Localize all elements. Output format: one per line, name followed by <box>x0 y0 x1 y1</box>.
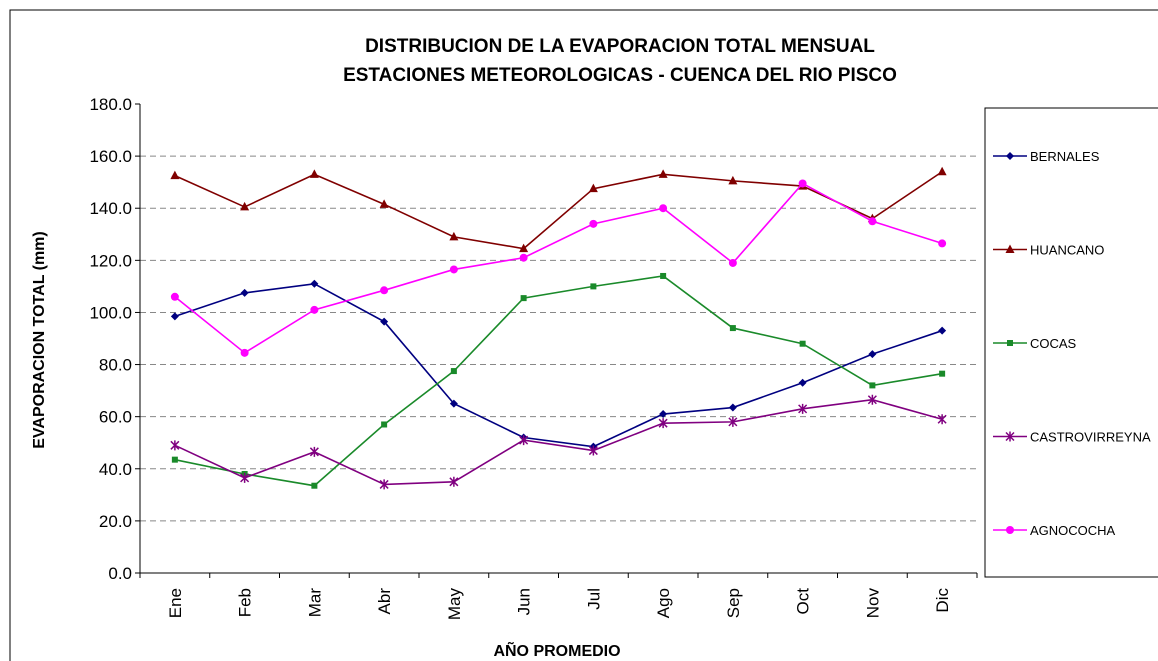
marker <box>868 217 877 226</box>
marker <box>519 435 529 446</box>
y-tick-label: 120.0 <box>89 251 132 270</box>
marker <box>867 394 877 405</box>
marker <box>659 204 668 213</box>
x-tick-label: Ene <box>166 588 185 618</box>
marker <box>937 166 947 176</box>
y-tick-label: 180.0 <box>89 95 132 114</box>
y-tick-label: 40.0 <box>99 460 132 479</box>
marker <box>381 421 388 428</box>
marker <box>449 399 458 408</box>
x-tick-label: Dic <box>933 588 952 613</box>
marker <box>590 283 597 290</box>
x-tick-label: Sep <box>724 588 743 618</box>
marker <box>450 368 457 375</box>
legend-label: HUANCANO <box>1030 243 1104 258</box>
x-tick-label: Jul <box>584 588 603 610</box>
x-tick-label: Abr <box>375 588 394 615</box>
legend-label: COCAS <box>1030 336 1077 351</box>
marker <box>449 231 459 241</box>
y-tick-label: 140.0 <box>89 199 132 218</box>
marker <box>938 239 947 248</box>
marker <box>660 272 667 279</box>
marker <box>938 326 947 335</box>
marker <box>310 279 319 288</box>
chart-title: ESTACIONES METEOROLOGICAS - CUENCA DEL R… <box>343 65 897 86</box>
marker <box>589 219 598 228</box>
marker <box>519 253 528 262</box>
marker <box>728 175 738 185</box>
marker <box>659 410 668 419</box>
marker <box>798 378 807 387</box>
chart-title: DISTRIBUCION DE LA EVAPORACION TOTAL MEN… <box>365 36 875 57</box>
marker <box>310 305 319 314</box>
chart-frame <box>9 9 1158 661</box>
marker <box>728 416 738 427</box>
marker <box>798 179 807 188</box>
y-tick-label: 60.0 <box>99 408 132 427</box>
marker <box>729 325 736 332</box>
x-tick-label: Ago <box>654 588 673 618</box>
series-line <box>174 275 943 487</box>
marker <box>240 288 249 297</box>
marker <box>449 265 458 274</box>
y-tick-label: 20.0 <box>99 512 132 531</box>
marker <box>309 169 319 178</box>
marker <box>939 370 946 377</box>
legend-marker <box>1006 526 1014 534</box>
marker <box>937 414 947 425</box>
legend-label: BERNALES <box>1030 149 1100 164</box>
marker <box>379 479 389 490</box>
y-axis-title: EVAPORACION TOTAL (mm) <box>31 231 48 449</box>
marker <box>519 243 529 253</box>
marker <box>309 446 319 457</box>
x-tick-label: Oct <box>794 588 813 615</box>
marker <box>380 317 389 326</box>
marker <box>798 403 808 414</box>
marker <box>170 170 180 180</box>
y-tick-label: 100.0 <box>89 303 132 322</box>
x-tick-label: Jun <box>515 588 534 615</box>
marker <box>728 258 737 267</box>
marker <box>380 286 389 295</box>
marker <box>799 340 806 347</box>
marker <box>520 295 527 302</box>
marker <box>311 482 318 489</box>
marker <box>240 201 250 211</box>
marker <box>240 472 250 483</box>
marker <box>588 183 598 193</box>
x-tick-label: Feb <box>236 588 255 617</box>
marker <box>379 199 389 208</box>
y-tick-label: 0.0 <box>108 564 132 583</box>
marker <box>588 445 598 456</box>
x-tick-label: May <box>445 588 464 621</box>
marker <box>658 169 668 178</box>
marker <box>170 292 179 301</box>
legend-marker <box>1005 244 1015 253</box>
marker <box>171 456 178 463</box>
y-tick-label: 80.0 <box>99 356 132 375</box>
legend-label: AGNOCOCHA <box>1030 523 1116 538</box>
legend-marker <box>1005 431 1015 442</box>
series-line <box>174 282 943 448</box>
x-tick-label: Mar <box>305 588 324 618</box>
legend-marker <box>1007 340 1013 346</box>
x-axis-title: AÑO PROMEDIO <box>493 640 620 660</box>
marker <box>658 418 668 429</box>
marker <box>240 348 249 357</box>
series-line <box>174 182 943 354</box>
marker <box>728 403 737 412</box>
x-tick-label: Nov <box>863 588 882 619</box>
series-line <box>174 398 943 486</box>
y-tick-label: 160.0 <box>89 147 132 166</box>
series-line <box>174 171 943 250</box>
marker <box>170 440 180 451</box>
marker <box>449 476 459 487</box>
marker <box>869 382 876 389</box>
legend-label: CASTROVIRREYNA <box>1030 430 1151 445</box>
legend-marker <box>1006 152 1014 160</box>
marker <box>868 350 877 359</box>
marker <box>170 312 179 321</box>
